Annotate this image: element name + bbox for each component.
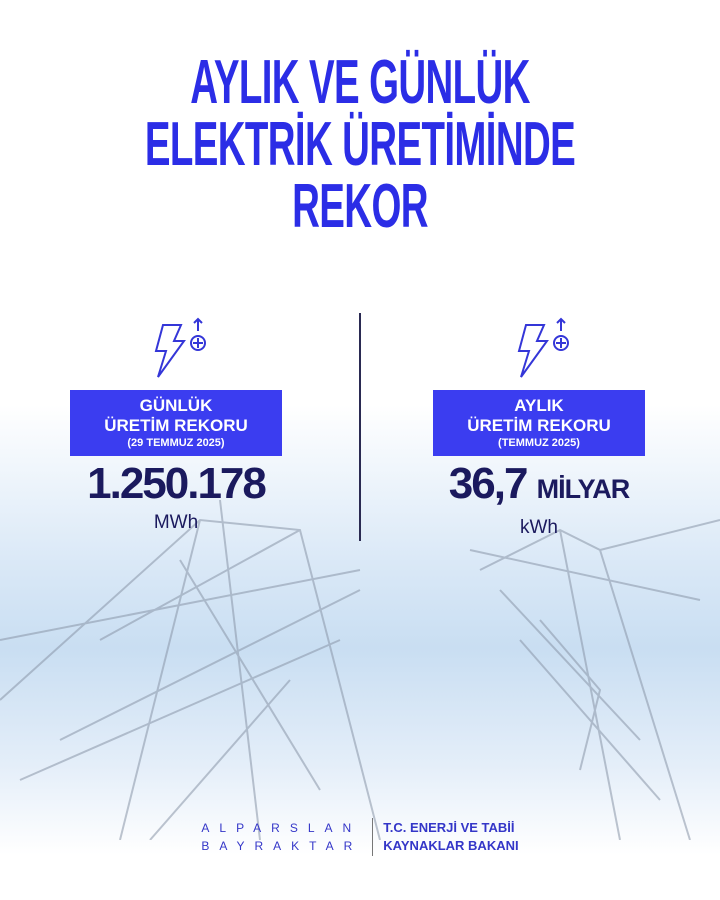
monthly-record: AYLIK ÜRETİM REKORU (TEMMUZ 2025) 36,7 M…	[433, 315, 645, 539]
minister-name: ALPARSLAN BAYRAKTAR	[201, 819, 370, 855]
record-heading: AYLIK	[514, 396, 564, 415]
title-line: ELEKTRİK ÜRETİMİNDE	[144, 110, 576, 179]
page-title: AYLIK VE GÜNLÜK ELEKTRİK ÜRETİMİNDE REKO…	[0, 52, 720, 238]
value-number: 1.250.178	[87, 459, 267, 508]
title-line: KAYNAKLAR BAKANI	[383, 838, 519, 853]
record-value: 36,7 MİLYAR	[433, 460, 645, 513]
record-heading: GÜNLÜK	[139, 396, 213, 415]
value-suffix: MİLYAR	[536, 474, 631, 504]
lightning-bolt-up-plus-icon	[154, 317, 206, 378]
column-divider	[359, 313, 361, 541]
record-heading: ÜRETİM REKORU	[104, 416, 248, 435]
title-line: T.C. ENERJİ VE TABİİ	[383, 820, 515, 835]
record-unit: kWh	[520, 517, 558, 538]
record-date: (29 TEMMUZ 2025)	[127, 437, 225, 449]
footer-divider	[372, 818, 374, 856]
record-heading: ÜRETİM REKORU	[467, 416, 611, 435]
record-label-box: AYLIK ÜRETİM REKORU (TEMMUZ 2025)	[433, 390, 645, 456]
title-line: REKOR	[292, 172, 428, 241]
record-unit: MWh	[153, 512, 199, 533]
lightning-bolt-up-plus-icon	[517, 317, 569, 378]
power-tower-image	[0, 499, 720, 840]
minister-title: T.C. ENERJİ VE TABİİ KAYNAKLAR BAKANI	[383, 819, 518, 855]
record-value: 1.250.178	[70, 460, 282, 508]
title-line: AYLIK VE GÜNLÜK	[190, 48, 530, 117]
name-line: ALPARSLAN	[201, 821, 362, 835]
daily-record: GÜNLÜK ÜRETİM REKORU (29 TEMMUZ 2025) 1.…	[70, 315, 282, 534]
record-date: (TEMMUZ 2025)	[498, 437, 580, 449]
record-label-box: GÜNLÜK ÜRETİM REKORU (29 TEMMUZ 2025)	[70, 390, 282, 456]
footer-signature: ALPARSLAN BAYRAKTAR T.C. ENERJİ VE TABİİ…	[0, 818, 720, 856]
value-number: 36,7	[448, 459, 529, 508]
name-line: BAYRAKTAR	[201, 839, 363, 853]
